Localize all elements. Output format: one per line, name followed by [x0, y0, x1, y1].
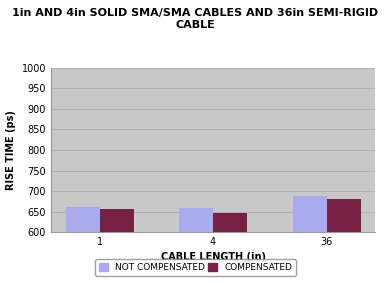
X-axis label: CABLE LENGTH (in): CABLE LENGTH (in): [161, 252, 265, 262]
Bar: [66, 207, 100, 283]
Bar: [213, 213, 247, 283]
Bar: [100, 209, 134, 283]
Bar: [326, 199, 361, 283]
Bar: [292, 196, 326, 283]
Text: 1in AND 4in SOLID SMA/SMA CABLES AND 36in SEMI-RIGID CABLE: 1in AND 4in SOLID SMA/SMA CABLES AND 36i…: [13, 8, 378, 30]
Bar: [179, 208, 213, 283]
Y-axis label: RISE TIME (ps): RISE TIME (ps): [6, 110, 16, 190]
Legend: NOT COMPENSATED, COMPENSATED: NOT COMPENSATED, COMPENSATED: [95, 260, 296, 276]
